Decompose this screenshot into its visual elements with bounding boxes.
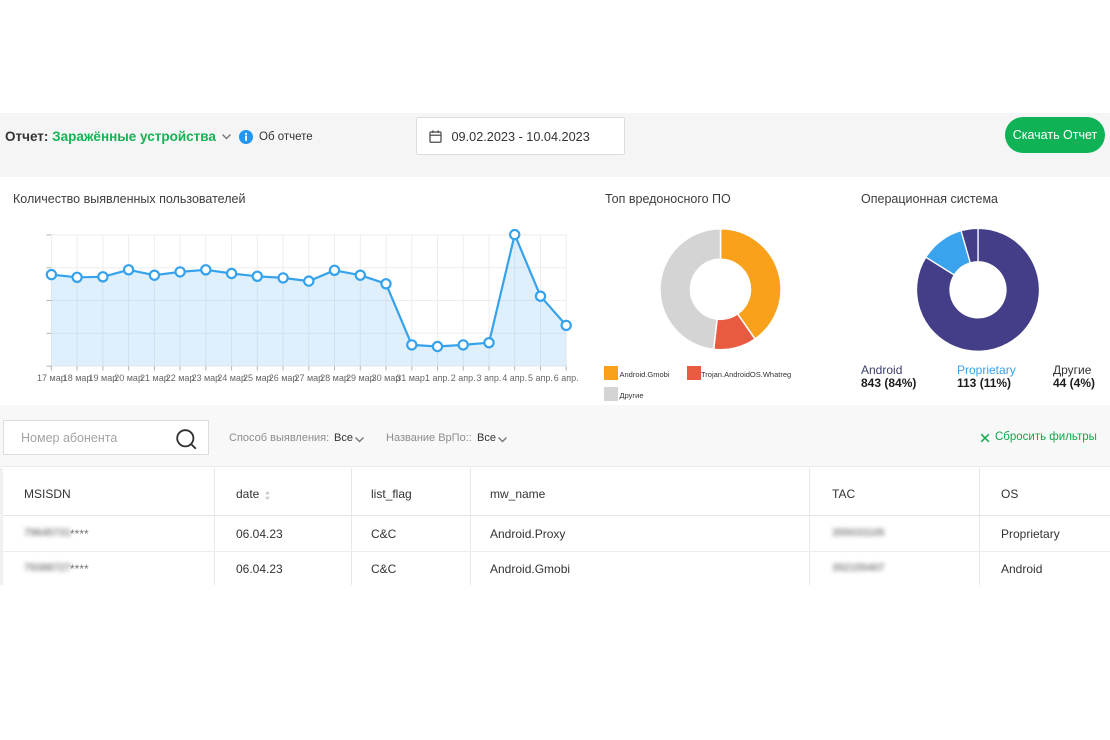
svg-text:26 мар: 26 мар [269,373,298,383]
svg-text:22 мар: 22 мар [166,373,195,383]
svg-text:5 апр.: 5 апр. [528,373,553,383]
svg-text:3 апр.: 3 апр. [477,373,502,383]
svg-text:18 мар: 18 мар [63,373,92,383]
svg-text:2 апр.: 2 апр. [451,373,476,383]
svg-text:19 мар: 19 мар [89,373,118,383]
svg-text:31 мар.: 31 мар. [396,373,427,383]
svg-text:29 мар: 29 мар [346,373,375,383]
svg-text:24 мар: 24 мар [217,373,246,383]
svg-text:4 апр.: 4 апр. [502,373,527,383]
svg-text:6 апр.: 6 апр. [554,373,579,383]
svg-text:1 апр.: 1 апр. [425,373,450,383]
svg-text:23 мар: 23 мар [191,373,220,383]
svg-text:21 мар: 21 мар [140,373,169,383]
svg-text:20 мар: 20 мар [114,373,143,383]
svg-text:17 мар: 17 мар [37,373,66,383]
svg-text:25 мар: 25 мар [243,373,272,383]
svg-text:30 мар: 30 мар [372,373,401,383]
svg-text:27 мар: 27 мар [294,373,323,383]
svg-text:28 мар: 28 мар [320,373,349,383]
